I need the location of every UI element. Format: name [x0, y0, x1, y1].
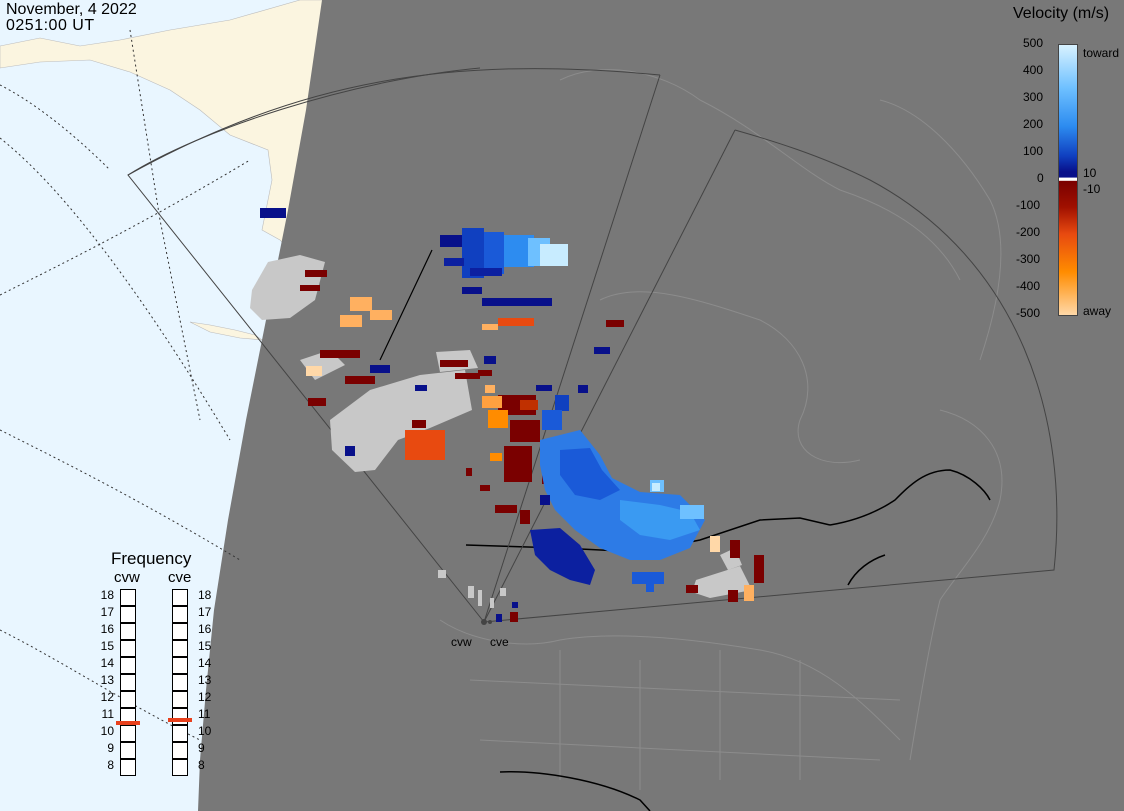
toward-label: toward	[1083, 46, 1120, 60]
frequency-level-label: 8	[107, 758, 114, 772]
frequency-indicator	[168, 717, 192, 722]
velocity-tick: 500	[1023, 36, 1044, 50]
velocity-tick: 100	[1023, 144, 1044, 158]
neg-threshold-label: -10	[1083, 182, 1101, 196]
frequency-cell	[120, 725, 136, 742]
frequency-cell	[120, 657, 136, 674]
radar-site-cve	[488, 620, 492, 624]
frequency-cell	[172, 759, 188, 776]
site-label-cvw: cvw	[451, 635, 472, 649]
aleutian-land	[189, 321, 264, 341]
frequency-cell	[120, 759, 136, 776]
fov-outlines	[127, 67, 1058, 623]
velocity-tick: -500	[1016, 306, 1041, 320]
frequency-indicator	[116, 721, 140, 726]
frequency-cell	[172, 640, 188, 657]
velocity-tick: -300	[1016, 252, 1041, 266]
away-echoes	[300, 270, 764, 622]
velocity-tick: 200	[1023, 117, 1044, 131]
cve-freq-label: cve	[168, 569, 192, 586]
frequency-level-label: 11	[101, 707, 114, 721]
date-label: November, 4 2022	[6, 1, 137, 18]
pos-threshold-label: 10	[1083, 166, 1097, 180]
velocity-tick: -100	[1016, 198, 1041, 212]
frequency-cell	[172, 606, 188, 623]
frequency-cell	[120, 742, 136, 759]
velocity-tick: 0	[1037, 171, 1044, 185]
night-region	[198, 0, 1124, 811]
frequency-level-label: 16	[198, 622, 212, 636]
frequency-cell	[172, 674, 188, 691]
frequency-level-label: 14	[100, 656, 114, 670]
velocity-tick: -400	[1016, 279, 1041, 293]
frequency-cell	[120, 691, 136, 708]
frequency-cell	[172, 742, 188, 759]
frequency-level-label: 12	[100, 690, 114, 704]
time-label: 0251:00 UT	[6, 17, 95, 34]
frequency-level-label: 10	[100, 724, 114, 738]
frequency-cell	[120, 589, 136, 606]
velocity-colorbar	[1058, 44, 1078, 316]
frequency-level-label: 9	[198, 741, 205, 755]
frequency-level-label: 11	[198, 707, 211, 721]
frequency-level-label: 14	[198, 656, 212, 670]
frequency-title: Frequency	[111, 549, 192, 568]
frequency-cell	[172, 623, 188, 640]
frequency-level-label: 13	[100, 673, 114, 687]
range-marker-line	[379, 249, 433, 361]
frequency-level-label: 13	[198, 673, 212, 687]
velocity-tick: 400	[1023, 63, 1044, 77]
frequency-cell	[172, 708, 188, 725]
frequency-level-label: 9	[107, 741, 114, 755]
cvw-freq-label: cvw	[114, 569, 140, 586]
lat-lon-grid	[0, 29, 251, 741]
frequency-cell	[120, 623, 136, 640]
velocity-scale-title: Velocity (m/s)	[1013, 5, 1110, 22]
frequency-cell	[172, 657, 188, 674]
coastlines	[439, 69, 1003, 790]
frequency-level-label: 17	[100, 605, 114, 619]
frequency-cell	[120, 674, 136, 691]
frequency-cell	[172, 691, 188, 708]
frequency-level-label: 15	[198, 639, 212, 653]
frequency-cell	[172, 589, 188, 606]
frequency-level-label: 18	[198, 588, 212, 602]
toward-echoes	[260, 208, 705, 622]
frequency-level-label: 16	[100, 622, 114, 636]
site-label-cve: cve	[490, 635, 509, 649]
away-label: away	[1083, 304, 1112, 318]
frequency-level-label: 12	[198, 690, 212, 704]
frequency-level-label: 8	[198, 758, 205, 772]
frequency-cell	[120, 606, 136, 623]
velocity-tick: -200	[1016, 225, 1041, 239]
frequency-cell	[172, 725, 188, 742]
frequency-cell	[120, 640, 136, 657]
frequency-level-label: 18	[100, 588, 114, 602]
frequency-level-label: 17	[198, 605, 212, 619]
daylight-land	[0, 0, 331, 281]
velocity-tick: 300	[1023, 90, 1044, 104]
frequency-level-label: 10	[198, 724, 212, 738]
frequency-level-label: 15	[100, 639, 114, 653]
radar-site-cvw	[481, 619, 487, 625]
